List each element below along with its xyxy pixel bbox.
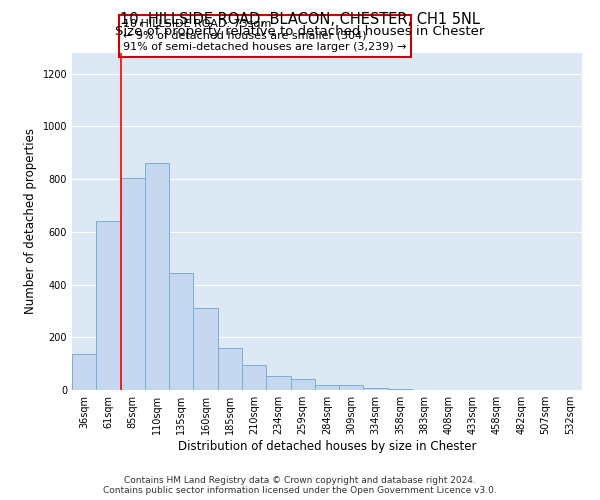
Bar — [96, 221, 121, 390]
Bar — [242, 365, 266, 390]
Bar — [315, 386, 339, 390]
Bar — [121, 178, 145, 390]
Bar — [218, 348, 242, 390]
Text: Size of property relative to detached houses in Chester: Size of property relative to detached ho… — [115, 25, 485, 38]
Bar — [266, 376, 290, 390]
Bar — [193, 308, 218, 390]
Y-axis label: Number of detached properties: Number of detached properties — [24, 128, 37, 314]
Bar — [169, 272, 193, 390]
Bar — [290, 379, 315, 390]
Bar — [388, 389, 412, 390]
Text: 10, HILLSIDE ROAD, BLACON, CHESTER, CH1 5NL: 10, HILLSIDE ROAD, BLACON, CHESTER, CH1 … — [120, 12, 480, 28]
Bar — [145, 163, 169, 390]
Bar — [72, 354, 96, 390]
Bar — [339, 384, 364, 390]
Text: Contains HM Land Registry data © Crown copyright and database right 2024.
Contai: Contains HM Land Registry data © Crown c… — [103, 476, 497, 495]
X-axis label: Distribution of detached houses by size in Chester: Distribution of detached houses by size … — [178, 440, 476, 453]
Text: 10 HILLSIDE ROAD: 73sqm
← 9% of detached houses are smaller (304)
91% of semi-de: 10 HILLSIDE ROAD: 73sqm ← 9% of detached… — [123, 20, 407, 52]
Bar — [364, 388, 388, 390]
